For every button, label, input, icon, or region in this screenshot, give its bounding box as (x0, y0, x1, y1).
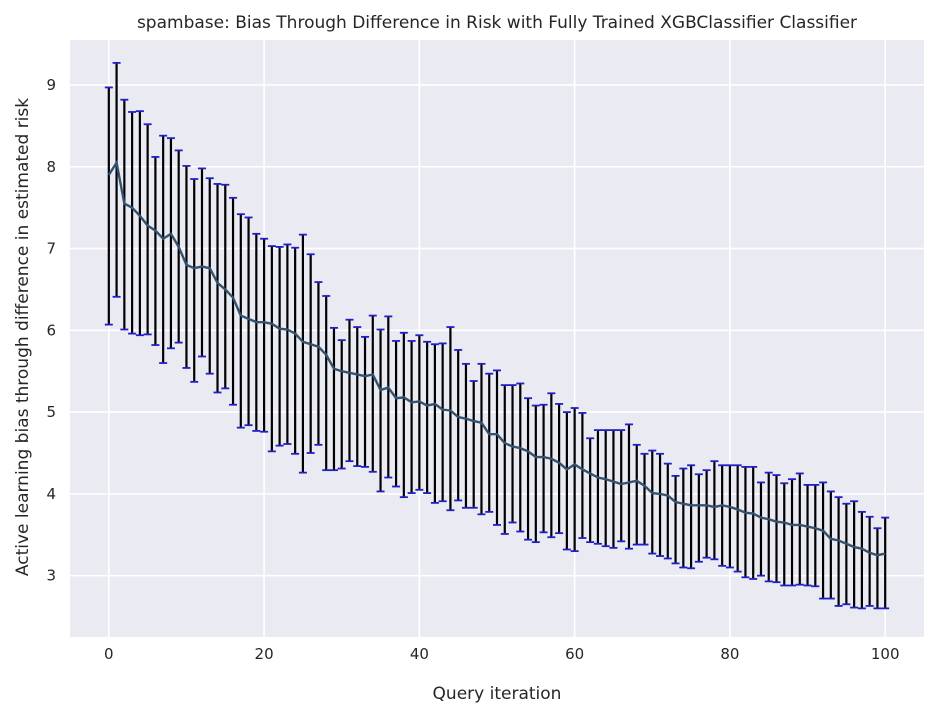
x-tick-label: 20 (255, 645, 274, 663)
x-tick-label: 40 (410, 645, 429, 663)
x-tick-label: 0 (104, 645, 114, 663)
y-tick-label: 5 (46, 403, 56, 421)
x-tick-label: 100 (871, 645, 900, 663)
y-tick-label: 7 (46, 240, 56, 258)
y-axis-label: Active learning bias through difference … (13, 98, 33, 576)
y-tick-label: 4 (46, 485, 56, 503)
y-tick-label: 9 (46, 76, 56, 94)
plot-background (70, 40, 924, 637)
x-axis-ticks: 0 20 40 60 80 100 (104, 645, 899, 663)
y-tick-label: 3 (46, 567, 56, 585)
error-bars (104, 61, 890, 610)
x-tick-label: 60 (565, 645, 584, 663)
y-tick-label: 6 (46, 321, 56, 339)
y-tick-label: 8 (46, 158, 56, 176)
chart-title: spambase: Bias Through Difference in Ris… (137, 13, 857, 33)
x-axis-label: Query iteration (433, 684, 562, 704)
y-axis-ticks: 3 4 5 6 7 8 9 (46, 76, 56, 585)
x-tick-label: 80 (720, 645, 739, 663)
mean-line (107, 159, 886, 557)
